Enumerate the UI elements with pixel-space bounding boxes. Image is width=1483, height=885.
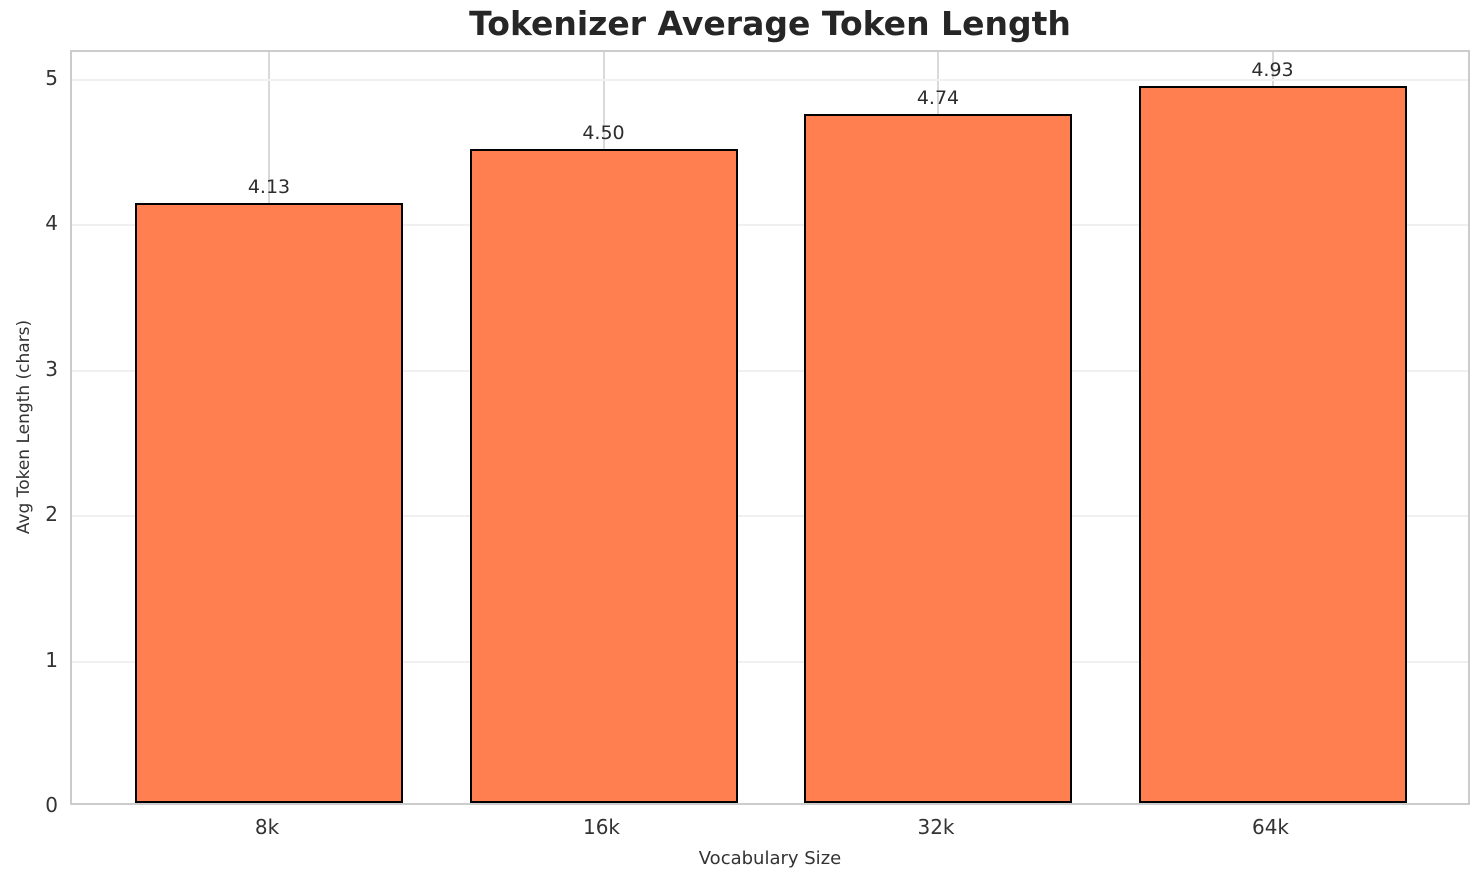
bar-value-label: 4.93 (1251, 59, 1294, 82)
bar-32k (804, 113, 1072, 803)
x-tick-label-8k: 8k (254, 815, 280, 839)
y-tick-label: 3 (45, 356, 58, 381)
x-axis-label: Vocabulary Size (698, 848, 842, 869)
bar-value-label: 4.50 (582, 121, 625, 144)
bar-64k (1138, 86, 1407, 803)
horizontal-gridline (72, 660, 1468, 663)
x-tick-label-64k: 64k (1251, 815, 1290, 839)
horizontal-gridline (72, 369, 1468, 372)
bar-16k (469, 148, 738, 803)
bar-value-label: 4.13 (247, 175, 291, 198)
y-tick-label: 0 (45, 793, 58, 817)
horizontal-gridline (72, 224, 1468, 227)
plot-area: 4.13 4.50 4.74 4.93 (70, 50, 1470, 805)
horizontal-gridline (72, 79, 1468, 81)
y-tick-label: 1 (45, 647, 58, 672)
x-tick-label-16k: 16k (582, 815, 621, 839)
y-tick-label: 4 (45, 211, 58, 236)
y-tick-label: 2 (45, 502, 58, 527)
bar-8k (135, 202, 403, 803)
y-tick-label: 5 (45, 66, 58, 90)
chart-title: Tokenizer Average Token Length (469, 4, 1071, 43)
horizontal-gridline (72, 515, 1468, 518)
x-tick-label-32k: 32k (917, 815, 955, 839)
bar-value-label: 4.74 (916, 86, 960, 109)
